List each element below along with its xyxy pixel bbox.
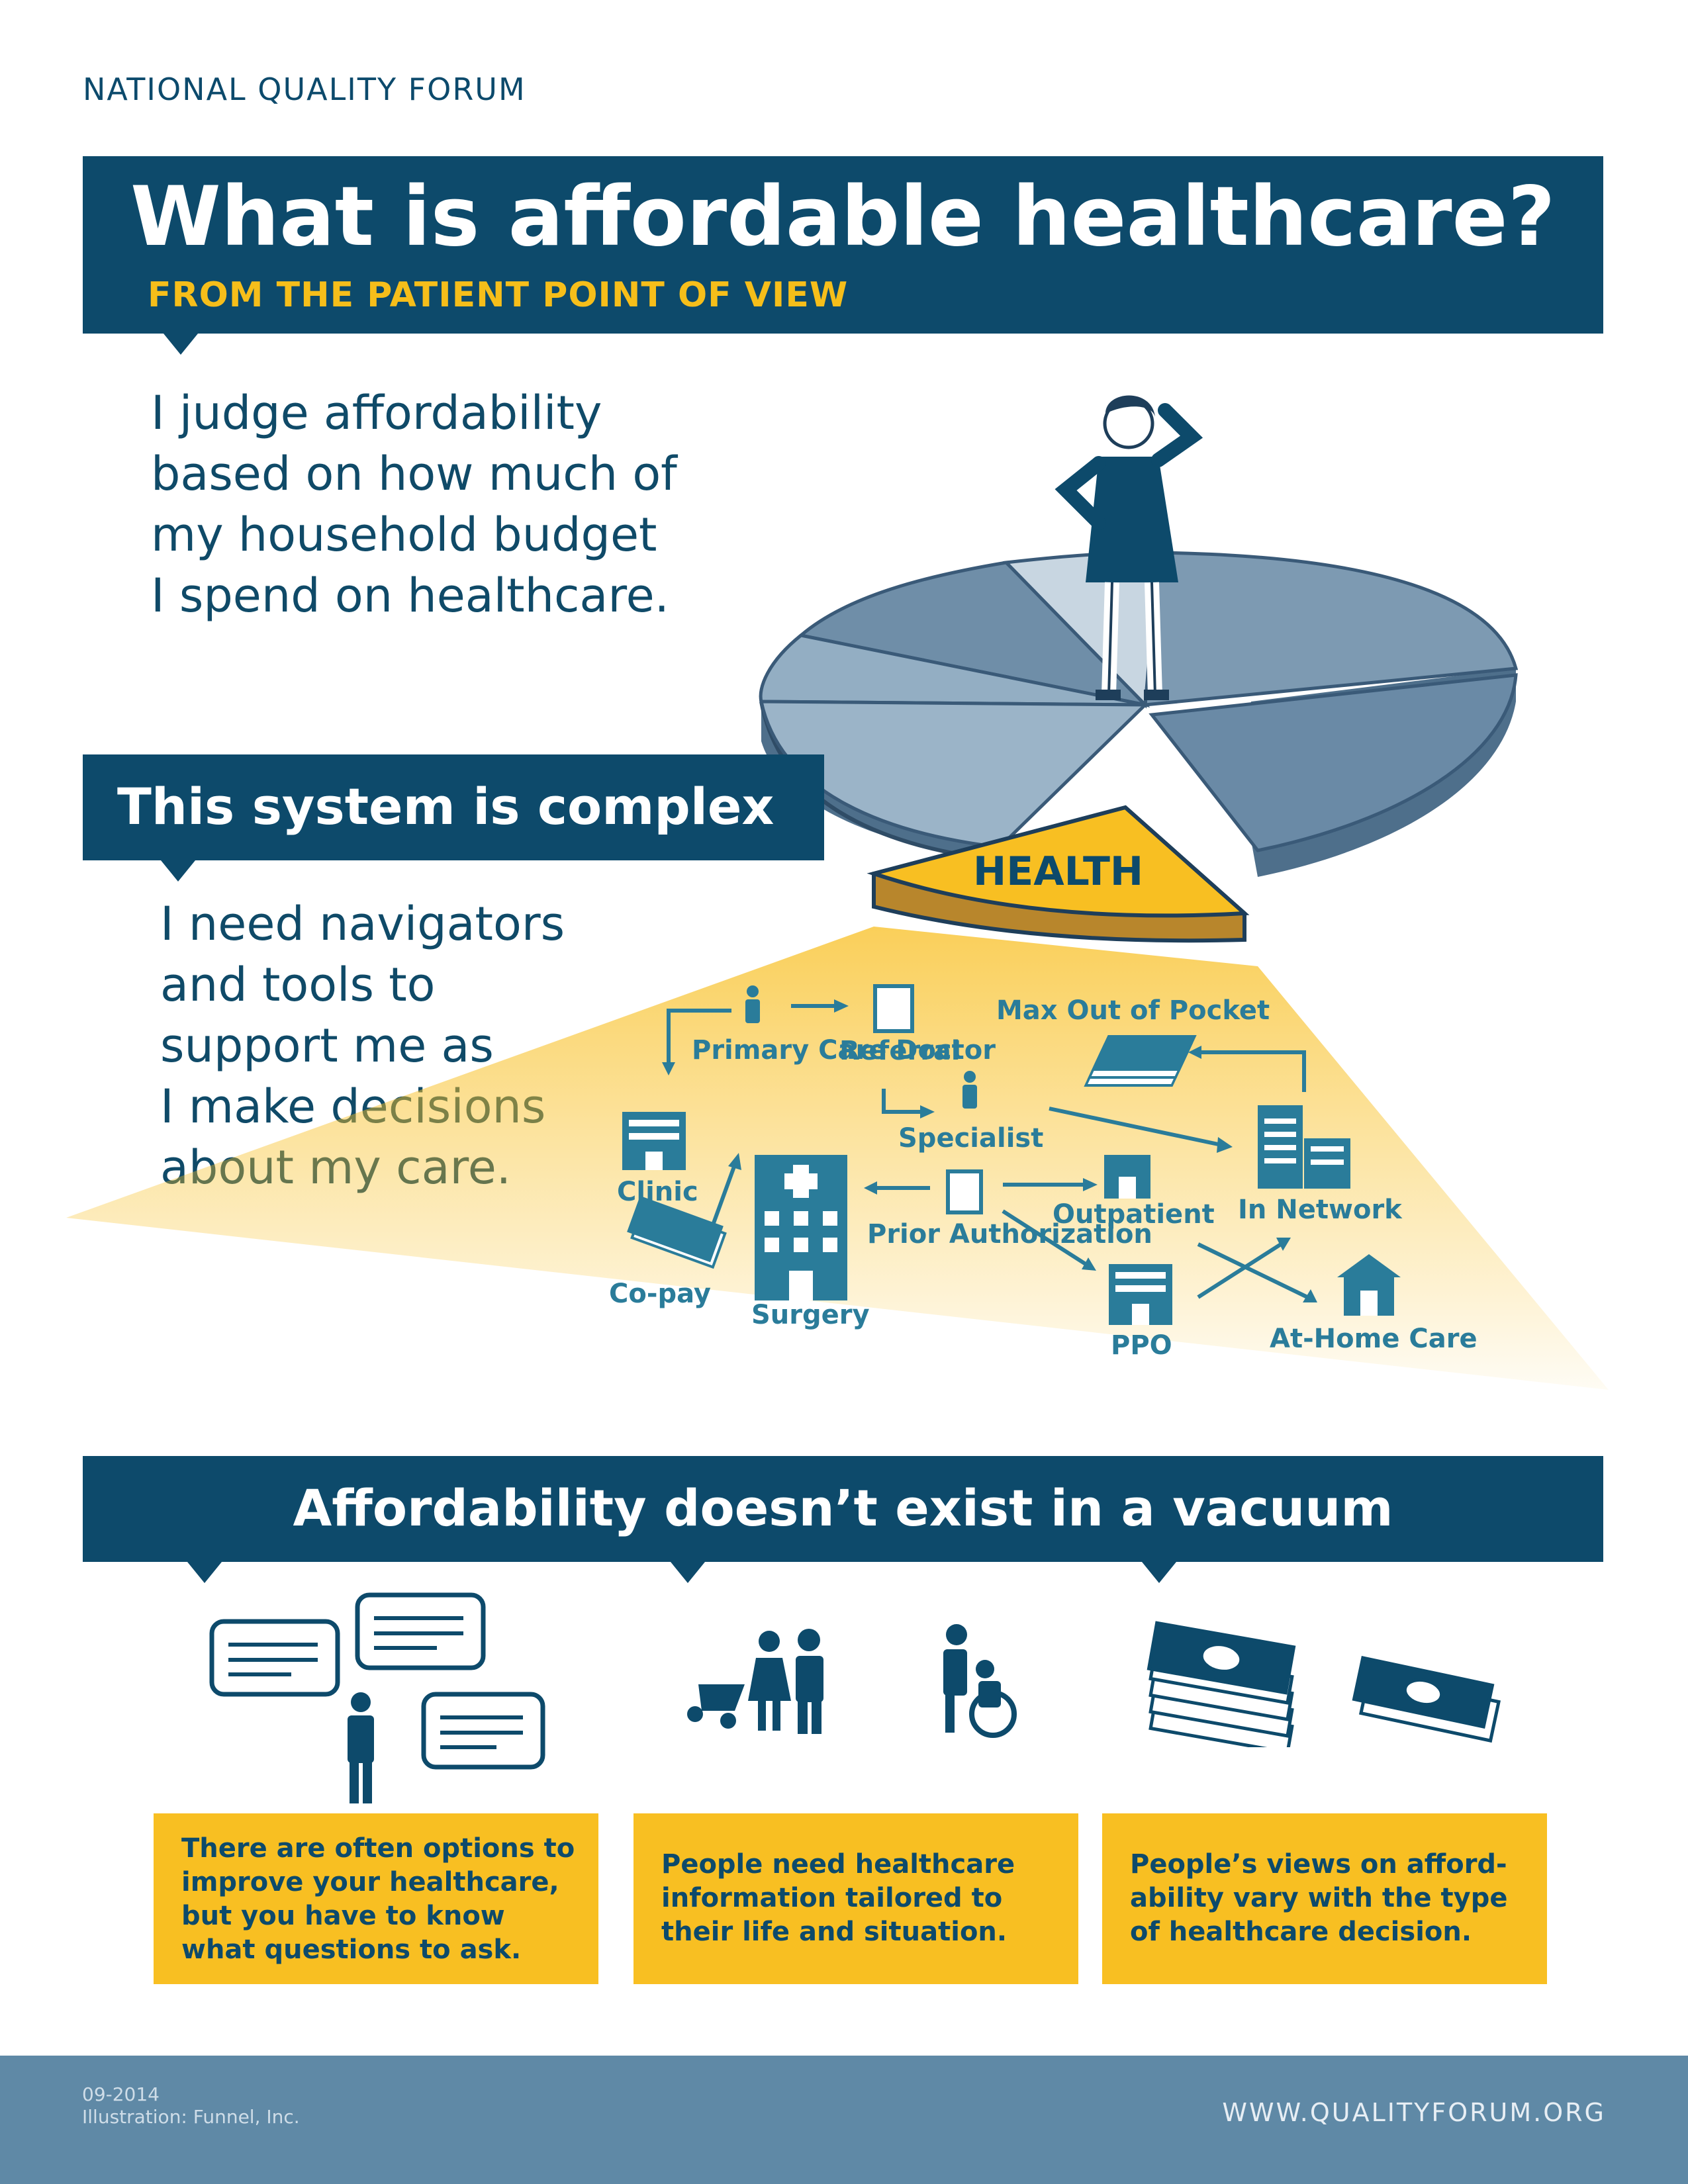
ppo-building-icon (1109, 1264, 1172, 1325)
family-illustration (687, 1624, 1017, 1738)
footer-date: 09-2014 (82, 2083, 160, 2105)
info-card-1: There are often options to improve your … (154, 1813, 598, 1984)
vacuum-tail-3 (1142, 1562, 1176, 1583)
page-subtitle: FROM THE PATIENT POINT OF VIEW (148, 275, 849, 315)
intro-text: I judge affordability based on how much … (151, 386, 677, 623)
label-co-pay: Co-pay (609, 1279, 711, 1309)
outpatient-building-icon (1104, 1155, 1150, 1199)
woman-figure-icon (1055, 395, 1203, 700)
vacuum-heading: Affordability doesn’t exist in a vacuum (293, 1479, 1393, 1537)
info-card-2: People need healthcare information tailo… (633, 1813, 1078, 1984)
complex-banner-tail (161, 860, 195, 882)
info-card-2-text: People need healthcare information tailo… (661, 1849, 1015, 1947)
hospital-building-icon (755, 1155, 847, 1300)
footer-url[interactable]: WWW.QUALITYFORUM.ORG (1222, 2098, 1606, 2127)
label-clinic: Clinic (617, 1177, 698, 1207)
label-surgery: Surgery (751, 1300, 870, 1330)
budget-pie-illustration (759, 395, 1519, 943)
label-in-network: In Network (1238, 1195, 1402, 1225)
vacuum-banner: Affordability doesn’t exist in a vacuum (83, 1456, 1603, 1583)
label-specialist: Specialist (898, 1123, 1044, 1154)
authorization-document-icon (946, 1169, 983, 1214)
page-title: What is affordable healthcare? (130, 169, 1556, 265)
money-illustration (1147, 1621, 1501, 1747)
org-name: NATIONAL QUALITY FORUM (83, 71, 526, 107)
banner-tail (164, 334, 198, 355)
specialist-person-icon (962, 1071, 977, 1109)
co-pay-money-icon (627, 1195, 727, 1269)
money-stack-icon (1147, 1621, 1296, 1747)
label-max-out-of-pocket: Max Out of Pocket (996, 995, 1270, 1026)
referral-document-icon (873, 984, 914, 1033)
max-out-of-pocket-money-icon (1084, 1035, 1197, 1087)
info-card-1-text: There are often options to improve your … (181, 1833, 575, 1965)
title-banner: What is affordable healthcare? FROM THE … (83, 156, 1603, 355)
complex-banner: This system is complex (83, 754, 824, 882)
care-pathway-diagram (622, 984, 1401, 1325)
label-at-home-care: At-Home Care (1270, 1324, 1477, 1354)
footer: 09-2014 Illustration: Funnel, Inc. WWW.Q… (0, 2056, 1688, 2184)
info-card-3-text: People’s views on afford-ability vary wi… (1130, 1849, 1508, 1947)
label-prior-authorization: Prior Authorization (867, 1219, 1152, 1250)
home-icon (1337, 1254, 1401, 1316)
questions-illustration (209, 1592, 545, 1803)
info-card-3: People’s views on afford-ability vary wi… (1102, 1813, 1547, 1984)
health-slice-label: HEALTH (973, 848, 1144, 895)
footer-credit: Illustration: Funnel, Inc. (82, 2106, 300, 2128)
clinic-building-icon (622, 1112, 686, 1170)
vacuum-tail-2 (671, 1562, 705, 1583)
label-referral: Referral (839, 1036, 961, 1066)
complex-heading: This system is complex (117, 777, 774, 836)
person-icon (348, 1692, 374, 1803)
label-primary-care: Primary Care Doctor (692, 1035, 996, 1066)
label-ppo: PPO (1111, 1330, 1172, 1361)
doctor-person-icon (745, 985, 760, 1023)
money-bill-icon (1352, 1655, 1501, 1743)
vacuum-tail-1 (187, 1562, 222, 1583)
label-outpatient: Outpatient (1053, 1199, 1215, 1230)
family-icon (687, 1624, 1017, 1738)
in-network-buildings-icon (1258, 1105, 1350, 1189)
